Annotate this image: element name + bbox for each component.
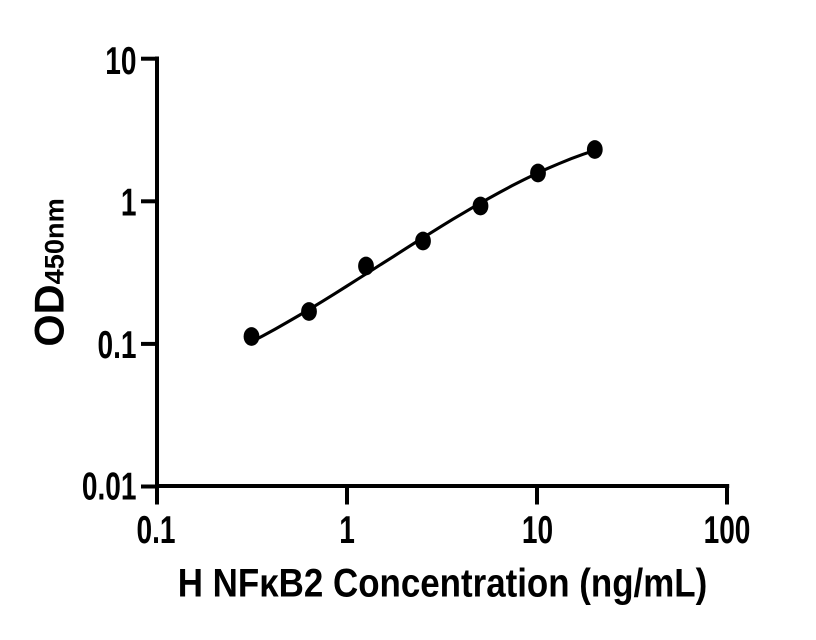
svg-text:1: 1 — [339, 508, 355, 552]
svg-text:0.1: 0.1 — [136, 508, 175, 552]
svg-text:0.01: 0.01 — [82, 465, 137, 509]
svg-text:0.1: 0.1 — [97, 324, 136, 368]
svg-text:10: 10 — [105, 39, 136, 83]
svg-text:100: 100 — [704, 508, 751, 552]
svg-text:1: 1 — [121, 181, 137, 225]
svg-text:10: 10 — [522, 508, 553, 552]
svg-text:H NFκB2 Concentration (ng/mL): H NFκB2 Concentration (ng/mL) — [178, 560, 707, 605]
